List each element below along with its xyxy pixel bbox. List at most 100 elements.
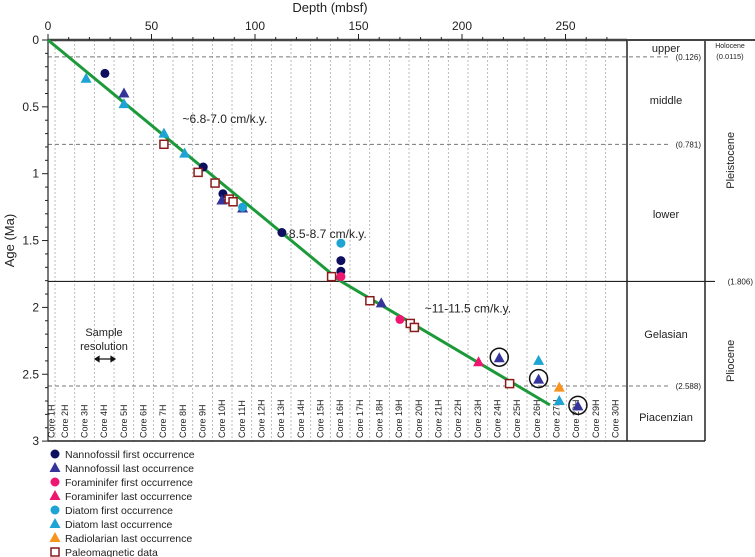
highlight-circle — [528, 368, 549, 389]
core-label: Core 3H — [80, 404, 90, 438]
legend-marker — [49, 462, 61, 472]
data-point — [365, 295, 375, 306]
rate-annotation: ~6.8-7.0 cm/k.y. — [183, 112, 268, 126]
data-point — [493, 352, 505, 363]
legend-label: Foraminifer last occurrence — [65, 491, 192, 503]
x-tick-label: 200 — [452, 19, 472, 33]
stage-label: Piacenzian — [639, 412, 693, 424]
y-tick-label: 0.5 — [22, 100, 39, 114]
data-point — [336, 238, 346, 248]
epoch-label-holocene: Holocene — [715, 43, 745, 50]
data-point — [375, 297, 387, 308]
data-point — [193, 167, 203, 178]
legend-label: Diatom last occurrence — [65, 519, 173, 531]
core-label: Core 28H — [571, 399, 581, 438]
epoch-label: Pleistocene — [725, 132, 737, 189]
data-point — [572, 400, 584, 411]
data-point — [553, 394, 565, 405]
data-point — [533, 373, 545, 384]
rate-annotation: ~11-11.5 cm/k.y. — [425, 302, 511, 316]
legend-label: Nannofossil first occurrence — [65, 449, 195, 461]
stage-label: middle — [650, 95, 682, 107]
y-tick-label: 1.5 — [22, 234, 39, 248]
y-tick-label: 0 — [32, 33, 39, 47]
data-point — [210, 178, 220, 188]
data-point — [80, 72, 92, 83]
data-point — [409, 322, 420, 333]
core-label: Core 30H — [611, 399, 621, 438]
core-label: Core 15H — [316, 399, 326, 438]
core-label: Core 1H — [47, 404, 57, 438]
boundary-age-label: (0.781) — [676, 140, 702, 149]
core-label: Core 5H — [119, 404, 129, 438]
core-label: Core 12H — [257, 399, 267, 438]
epoch-label: Pliocene — [725, 340, 737, 382]
x-axis-title: Depth (mbsf) — [292, 0, 367, 15]
core-label: Core 17H — [355, 399, 365, 438]
legend-label: Foraminifer first occurrence — [65, 477, 193, 489]
rate-annotation: ~8.5-8.7 cm/k.y. — [282, 227, 367, 241]
data-point — [553, 381, 565, 392]
y-tick-label: 2 — [32, 300, 39, 314]
sample-resolution-label: Sample — [85, 327, 122, 339]
data-point — [533, 354, 545, 365]
legend-label: Radiolarian last occurrence — [65, 533, 192, 545]
data-point — [336, 272, 346, 282]
legend-marker — [50, 477, 60, 487]
core-label: Core 10H — [217, 399, 227, 438]
core-label: Core 19H — [394, 399, 404, 438]
core-label: Core 20H — [414, 399, 424, 438]
core-label: Core 18H — [375, 399, 385, 438]
stage-label: upper — [652, 43, 680, 55]
highlight-circle — [568, 395, 588, 416]
core-label: Core 14H — [296, 399, 306, 438]
legend-marker — [49, 518, 61, 528]
boundary-age-label: (1.806) — [728, 277, 754, 286]
x-tick-label: 0 — [45, 19, 52, 33]
data-point — [158, 127, 170, 138]
data-point — [159, 139, 169, 150]
x-tick-label: 250 — [555, 19, 575, 33]
core-label: Core 8H — [178, 404, 188, 438]
data-point — [473, 356, 485, 367]
boundary-age-label: (0.126) — [676, 53, 702, 62]
legend-marker — [50, 547, 60, 557]
data-point — [336, 256, 346, 266]
data-point — [238, 202, 248, 212]
legend-marker — [49, 490, 61, 500]
legend-marker — [50, 505, 60, 515]
stage-label: lower — [653, 209, 680, 221]
x-tick-label: 50 — [145, 19, 159, 33]
core-label: Core 4H — [99, 404, 109, 438]
core-label: Core 13H — [276, 399, 286, 438]
legend-marker — [49, 532, 61, 542]
highlight-circle — [489, 347, 510, 367]
x-tick-label: 100 — [245, 19, 265, 33]
holocene-age: (0.0115) — [716, 52, 744, 61]
legend-label: Paleomagnetic data — [65, 547, 158, 557]
y-tick-label: 2.5 — [22, 367, 39, 381]
core-label: Core 6H — [139, 404, 149, 438]
data-point — [504, 378, 515, 389]
double-arrow-icon — [93, 355, 117, 363]
data-point — [228, 197, 238, 207]
stage-label: Gelasian — [644, 329, 687, 341]
data-point — [326, 271, 337, 282]
core-label: Core 29H — [591, 399, 601, 438]
core-label: Core 16H — [335, 399, 345, 438]
sample-resolution-label: resolution — [80, 341, 128, 353]
x-tick-label: 150 — [348, 19, 368, 33]
data-point — [277, 228, 287, 238]
data-point — [118, 87, 130, 98]
data-point — [395, 314, 405, 324]
boundary-age-label: (2.588) — [676, 382, 702, 391]
core-label: Core 27H — [551, 399, 561, 438]
data-point — [100, 68, 110, 78]
core-label: Core 2H — [60, 404, 70, 438]
legend-label: Nannofossil last occurrence — [65, 463, 194, 475]
y-tick-label: 3 — [32, 434, 39, 448]
legend-label: Diatom first occurrence — [65, 505, 173, 517]
core-label: Core 22H — [453, 399, 463, 438]
